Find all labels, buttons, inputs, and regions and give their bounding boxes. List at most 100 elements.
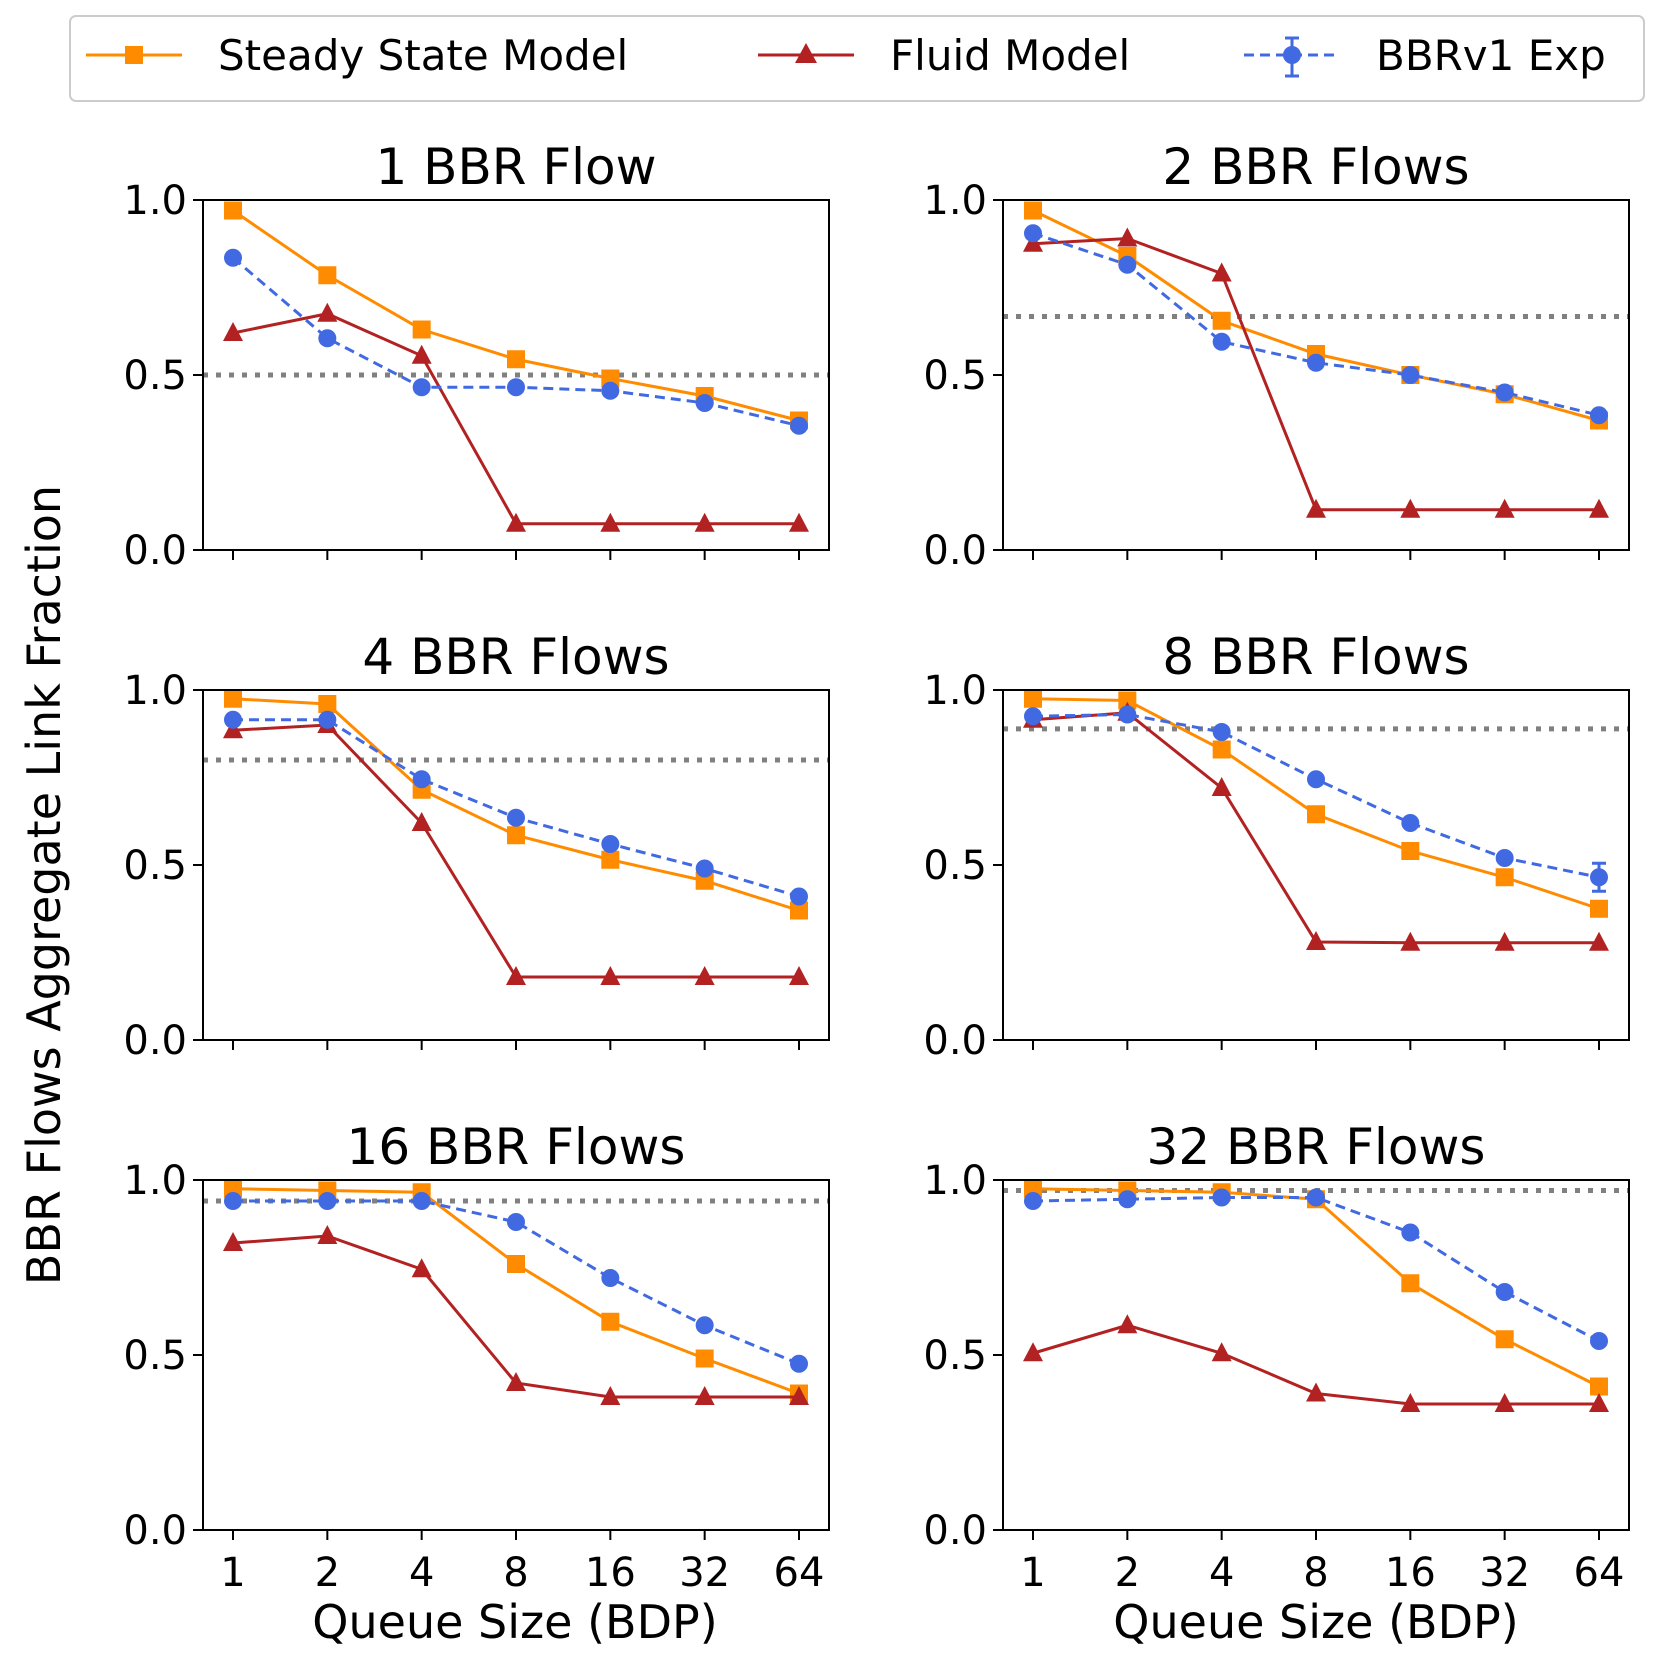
panel1-fluid-point bbox=[223, 322, 243, 341]
legend: Steady State Model Fluid Model BBRv1 Exp bbox=[69, 15, 1645, 102]
panel2-exp-point bbox=[1118, 255, 1137, 274]
panel1-exp-point bbox=[601, 381, 620, 400]
legend-entry-exp: BBRv1 Exp bbox=[1244, 31, 1606, 80]
panel2-exp-point bbox=[1212, 332, 1231, 351]
panel5-xtick-label: 64 bbox=[774, 1550, 825, 1596]
panel3-fluid-point bbox=[600, 966, 621, 985]
panel2-fluid-point bbox=[1117, 227, 1138, 247]
panel2-title: 2 BBR Flows bbox=[1162, 138, 1469, 196]
panel6-xtick-label: 2 bbox=[1115, 1550, 1140, 1596]
panel6-ytick-label: 0.0 bbox=[923, 1508, 987, 1554]
panel4-exp-point bbox=[1024, 707, 1042, 726]
subplot-4-bbr-flows: 4 BBR Flows 0.0 0.5 1.0 bbox=[123, 628, 830, 1064]
panel5-fluid-point bbox=[600, 1386, 621, 1405]
panel2-series-fluid-line bbox=[1032, 236, 1599, 512]
panel6-ytick-label: 0.5 bbox=[923, 1333, 987, 1379]
panel6-exp-point bbox=[1118, 1190, 1137, 1209]
panel4-exp-point bbox=[1590, 868, 1608, 887]
panel1-series-fluid-line bbox=[232, 312, 799, 526]
panel4-steady-point bbox=[1401, 842, 1420, 860]
panel6-steady-point bbox=[1495, 1330, 1514, 1349]
legend-entry-fluid: Fluid Model bbox=[758, 31, 1130, 80]
panel3-series-steady-line bbox=[232, 697, 800, 912]
panel3-steady-point bbox=[601, 850, 620, 869]
panel3-steady-point bbox=[790, 901, 808, 920]
panel6-exp-point bbox=[1212, 1188, 1231, 1207]
panel3-series-fluid-line bbox=[232, 723, 799, 979]
legend-exp-marker bbox=[1283, 46, 1301, 64]
panel6-ytick-label: 1.0 bbox=[923, 1158, 987, 1204]
panel4-fluid-point bbox=[1306, 931, 1326, 950]
panel3-axes-frame bbox=[202, 689, 830, 1041]
panel1-exp-point bbox=[318, 329, 337, 348]
panel5-exp-point bbox=[224, 1192, 242, 1210]
panel4-fluid-point bbox=[1589, 931, 1609, 951]
panel2-exp-point bbox=[1590, 406, 1608, 425]
panel5-ytick-label: 1.0 bbox=[123, 1158, 187, 1204]
panel2-exp-point bbox=[1495, 383, 1514, 402]
panel5-xtick-label: 8 bbox=[503, 1550, 528, 1596]
panel3-fluid-point bbox=[506, 966, 526, 985]
panel1-ytick-label: 0.5 bbox=[123, 353, 187, 399]
panel6-fluid-point bbox=[1306, 1382, 1326, 1402]
legend-fluid-label: Fluid Model bbox=[890, 31, 1130, 80]
panel5-fluid-point bbox=[411, 1258, 432, 1278]
panel3-title: 4 BBR Flows bbox=[362, 628, 669, 686]
subplot-16-bbr-flows: 16 BBR Flows 0.0 0.5 1.0 1 2 4 8 16 32 64 bbox=[123, 1118, 830, 1596]
panel6-xtick-label: 32 bbox=[1479, 1550, 1530, 1596]
panel4-steady-point bbox=[1212, 740, 1231, 759]
panel5-xtick-label: 1 bbox=[220, 1550, 245, 1596]
panel4-exp-point bbox=[1401, 814, 1420, 832]
panel6-fluid-point bbox=[1117, 1314, 1138, 1334]
panel2-ytick-label: 1.0 bbox=[923, 178, 987, 224]
panel2-series-exp-line bbox=[1032, 231, 1600, 417]
panel1-ytick-label: 0.0 bbox=[123, 528, 187, 574]
panel2-axes-frame bbox=[1002, 199, 1630, 551]
panel1-steady-point bbox=[318, 266, 337, 285]
panel1-fluid-point bbox=[600, 512, 621, 532]
panel3-steady-point bbox=[318, 695, 337, 713]
panel6-steady-point bbox=[1401, 1274, 1420, 1293]
panel2-exp-point bbox=[1307, 353, 1325, 372]
panel1-title: 1 BBR Flow bbox=[375, 138, 656, 196]
panel2-steady-point bbox=[1212, 311, 1231, 330]
panel6-fluid-point bbox=[1494, 1393, 1515, 1412]
legend-frame bbox=[69, 15, 1645, 102]
panel5-steady-point bbox=[695, 1349, 714, 1368]
panel5-xtick-label: 4 bbox=[409, 1550, 434, 1596]
panel4-steady-point bbox=[1495, 868, 1514, 887]
panel6-exp-point bbox=[1307, 1188, 1325, 1207]
panel6-fluid-point bbox=[1023, 1342, 1043, 1362]
panel5-xtick-label: 2 bbox=[315, 1550, 340, 1596]
panel5-exp-point bbox=[695, 1316, 714, 1335]
panel4-axes-frame bbox=[1002, 689, 1630, 1041]
panel3-ytick-label: 0.0 bbox=[123, 1018, 187, 1064]
panel6-series-steady-line bbox=[1032, 1187, 1600, 1388]
panel6-xtick-label: 4 bbox=[1209, 1550, 1234, 1596]
legend-steady-marker bbox=[125, 46, 143, 64]
panel4-steady-point bbox=[1024, 689, 1042, 708]
panel5-steady-point bbox=[507, 1255, 525, 1273]
panel2-ytick-label: 0.0 bbox=[923, 528, 987, 574]
panel5-fluid-point bbox=[317, 1225, 338, 1244]
subplot-2-bbr-flows: 2 BBR Flows 0.0 0.5 1.0 bbox=[923, 138, 1630, 574]
panel6-title: 32 BBR Flows bbox=[1147, 1118, 1486, 1176]
panel3-fluid-point bbox=[411, 812, 432, 831]
panel3-steady-point bbox=[224, 689, 242, 708]
panel5-fluid-point bbox=[506, 1372, 526, 1391]
panel4-ytick-label: 0.0 bbox=[923, 1018, 987, 1064]
panel2-fluid-point bbox=[1306, 498, 1326, 518]
figure-xlabel-left: Queue Size (BDP) bbox=[312, 1595, 717, 1649]
panel3-exp-point bbox=[318, 710, 337, 729]
panel6-series-exp-line bbox=[1032, 1196, 1600, 1343]
panel3-exp-point bbox=[601, 835, 620, 853]
panel1-exp-point bbox=[412, 378, 431, 397]
panel3-exp-point bbox=[224, 710, 242, 729]
panel4-ytick-label: 1.0 bbox=[923, 668, 987, 714]
panel3-ytick-label: 1.0 bbox=[123, 668, 187, 714]
panel5-axes-frame bbox=[202, 1179, 830, 1531]
panel4-title: 8 BBR Flows bbox=[1162, 628, 1469, 686]
panel1-steady-point bbox=[412, 320, 431, 339]
panel5-ytick-label: 0.0 bbox=[123, 1508, 187, 1554]
